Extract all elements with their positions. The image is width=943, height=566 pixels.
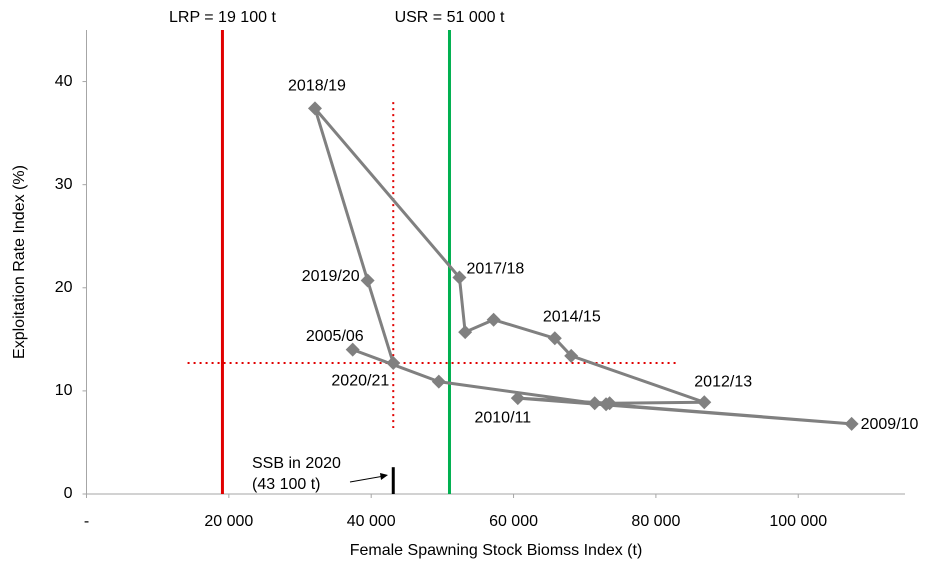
x-axis-title: Female Spawning Stock Biomss Index (t): [350, 542, 643, 559]
point-label: 2010/11: [474, 409, 531, 426]
x-tick-label: 40 000: [347, 513, 396, 530]
series-line: [313, 107, 852, 426]
y-tick-label: 20: [55, 279, 73, 296]
data-point: [564, 348, 579, 363]
data-point: [307, 101, 322, 116]
x-tick-label: 20 000: [204, 513, 253, 530]
ssb-arrow: [349, 475, 385, 483]
point-label: 2009/10: [861, 416, 919, 433]
point-label: 2019/20: [302, 268, 360, 285]
x-tick-label: 80 000: [631, 513, 680, 530]
data-point: [697, 395, 712, 410]
data-point: [510, 391, 525, 406]
reference-label: LRP = 19 100 t: [169, 9, 276, 26]
data-point: [458, 325, 473, 340]
point-label: 2020/21: [331, 372, 389, 389]
y-tick-label: 40: [55, 73, 73, 90]
point-label: 2012/13: [694, 373, 752, 390]
ssb-annotation: SSB in 2020: [252, 455, 341, 472]
data-point: [386, 356, 401, 371]
y-tick-label: 30: [55, 176, 73, 193]
point-label: 2018/19: [288, 78, 346, 95]
data-point: [452, 270, 467, 285]
data-point: [587, 396, 602, 411]
ssb-arrowhead: [380, 473, 388, 480]
data-point: [345, 342, 360, 357]
reference-label: USR = 51 000 t: [395, 9, 505, 26]
data-point: [602, 396, 617, 411]
y-axis-title: Exploitation Rate Index (%): [11, 165, 28, 359]
data-point: [360, 273, 375, 288]
x-tick-label: 60 000: [489, 513, 538, 530]
data-point: [431, 374, 446, 389]
x-tick-label: -: [84, 513, 89, 530]
x-tick-label: 100 000: [769, 513, 827, 530]
y-tick-label: 0: [64, 485, 73, 502]
data-point: [486, 312, 501, 327]
point-label: 2005/06: [306, 328, 364, 345]
ssb-annotation: (43 100 t): [252, 476, 320, 493]
y-tick-label: 10: [55, 382, 73, 399]
point-label: 2017/18: [466, 261, 524, 278]
data-point: [844, 416, 859, 431]
point-label: 2014/15: [543, 309, 601, 326]
data-point: [547, 331, 562, 346]
